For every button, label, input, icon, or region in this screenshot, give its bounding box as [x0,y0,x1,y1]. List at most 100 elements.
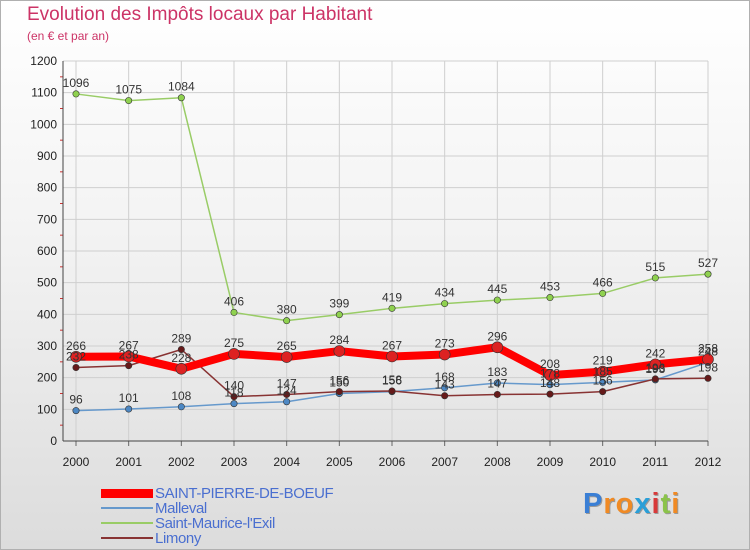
data-label: 1075 [115,83,142,97]
data-label: 242 [645,346,665,360]
data-label: 275 [224,336,244,350]
grid-lines [63,60,709,442]
legend-label: Saint-Maurice-l'Exil [155,515,275,532]
data-label: 158 [382,373,402,387]
data-point [228,348,240,360]
y-tick-label: 1000 [30,117,57,131]
data-label: 380 [277,303,297,317]
data-point [596,365,609,378]
y-tick-label: 400 [37,307,57,321]
data-label: 445 [487,282,507,296]
x-tick-label: 2002 [168,455,195,469]
data-label: 101 [119,391,139,405]
data-point [283,390,291,398]
y-tick-label: 300 [37,339,57,353]
logo-letter: i [671,488,681,520]
data-point [388,387,396,395]
data-point [72,90,80,98]
y-tick-label: 100 [37,402,57,416]
data-label: 96 [69,393,83,407]
x-tick-label: 2005 [326,455,353,469]
series-Saint-Maurice-l'Exil [72,90,712,325]
proxiti-logo: Proxiti [583,488,680,521]
data-label: 527 [698,256,718,270]
x-tick-label: 2009 [537,455,564,469]
data-label: 406 [224,294,244,308]
logo-letter: o [615,488,635,520]
data-label: 273 [435,337,455,351]
y-tick-label: 1200 [30,54,57,68]
data-point [438,348,451,361]
data-label: 466 [593,275,613,289]
x-tick-label: 2006 [379,455,406,469]
y-tick-label: 0 [50,434,57,448]
legend-swatch [101,488,153,498]
legend-swatch [101,537,153,539]
data-label: 208 [540,357,560,371]
data-label: 185 [593,364,613,378]
data-point [493,379,501,387]
data-label: 266 [66,339,86,353]
data-point [441,392,449,400]
data-point [546,294,554,302]
data-label: 168 [435,370,455,384]
legend-label: SAINT-PIERRE-DE-BOEUF [155,485,334,502]
data-label: 289 [171,331,191,345]
data-point [177,94,185,102]
x-tick-label: 2000 [63,455,90,469]
data-point [546,381,554,389]
data-label: 156 [382,374,402,388]
data-label: 183 [487,365,507,379]
data-point [546,390,554,398]
data-point [177,403,185,411]
logo-letter: r [603,488,616,520]
data-point [386,350,398,363]
data-label: 219 [593,354,613,368]
y-tick-label: 900 [37,149,57,163]
data-point [125,362,133,370]
data-point [125,97,133,105]
legend-label: Malleval [155,500,207,517]
y-tick-label: 500 [37,276,57,290]
x-tick-label: 2004 [273,455,300,469]
data-label: 434 [435,286,455,300]
series-Limony [72,345,712,401]
data-point [125,405,133,413]
data-point [388,304,396,312]
data-point [651,274,659,282]
data-point [441,384,449,392]
legend-swatch [101,507,153,509]
data-point [702,353,714,366]
data-label: 1096 [63,76,90,90]
data-point [335,388,343,396]
x-tick-label: 2008 [484,455,511,469]
data-label: 150 [329,376,349,390]
y-tick-label: 1100 [31,86,57,100]
x-tick-label: 2010 [589,455,616,469]
data-label: 419 [382,290,402,304]
data-label: 118 [224,386,243,400]
data-label: 178 [540,367,560,381]
logo-letter: i [651,488,661,520]
data-point [441,300,449,308]
data-label: 267 [382,338,402,352]
data-point [651,375,659,383]
data-label: 198 [698,360,718,374]
data-label: 124 [277,384,297,398]
data-point [175,362,188,375]
data-label: 196 [645,361,665,375]
x-tick-label: 2001 [115,455,142,469]
data-label: 284 [329,333,349,347]
chart-title: Evolution des Impôts locaux par Habitant [27,4,373,25]
y-tick-label: 800 [37,181,57,195]
data-label: 515 [645,260,665,274]
logo-letter: x [634,488,652,520]
data-label: 296 [487,329,507,343]
data-label: 140 [224,379,244,393]
data-point [599,289,607,297]
chart-subtitle: (en € et par an) [27,29,110,43]
data-point [493,390,501,398]
series-SAINT-PIERRE-DE-BOEUF [70,341,714,381]
